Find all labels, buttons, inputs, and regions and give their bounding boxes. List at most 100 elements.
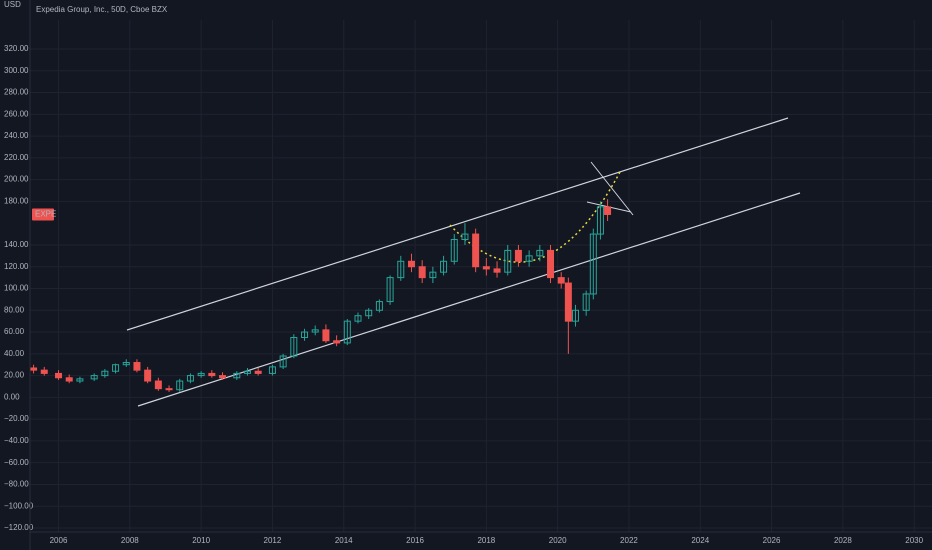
axes: 320.00 300.00 280.00 260.00 240.00 220.00 200.… (4, 0, 932, 550)
y-tick-label: −100.00 (4, 501, 34, 510)
candle-body (504, 249, 512, 273)
y-tick-label: 280.00 (4, 88, 29, 97)
x-tick-label: 2010 (192, 536, 210, 545)
candle-body (514, 249, 522, 262)
y-tick-label: 200.00 (4, 175, 29, 184)
x-tick-label: 2028 (834, 536, 852, 545)
grid (30, 20, 932, 532)
x-tick-label: 2006 (50, 536, 68, 545)
y-tick-label: 60.00 (4, 327, 25, 336)
candle-body (311, 329, 319, 333)
y-tick-label: −80.00 (4, 480, 29, 489)
candle-body (365, 309, 373, 317)
candle-body (268, 366, 276, 374)
candle-body (112, 364, 120, 372)
y-tick-label: 80.00 (4, 305, 25, 314)
candle-body (219, 375, 227, 379)
candle-body (582, 293, 590, 311)
y-tick-label: 0.00 (4, 392, 20, 401)
candle-body (154, 380, 162, 390)
y-tick-label: 100.00 (4, 284, 29, 293)
candle-body (122, 362, 130, 366)
candle-body (375, 301, 383, 311)
channel-upper (126, 117, 789, 331)
candle-body (547, 249, 555, 279)
y-tick-label: −120.00 (4, 523, 34, 532)
candle-body (461, 233, 469, 241)
candle-body (440, 260, 448, 273)
chart-title: Expedia Group, Inc., 50D, Cboe BZX (36, 5, 168, 14)
candle-body (243, 370, 251, 374)
candle-body (397, 260, 405, 279)
candle-body (76, 378, 84, 382)
candle-body (144, 369, 152, 382)
x-tick-label: 2026 (763, 536, 781, 545)
candle-body (571, 309, 579, 322)
candle-body (101, 370, 109, 377)
x-tick-label: 2008 (121, 536, 139, 545)
candle-body (536, 249, 544, 257)
candle-body (604, 206, 612, 215)
y-tick-label: 220.00 (4, 153, 29, 162)
y-tick-label: 40.00 (4, 349, 25, 358)
candle-body (208, 372, 216, 377)
x-tick-label: 2022 (620, 536, 638, 545)
x-tick-label: 2018 (477, 536, 495, 545)
candle-body (525, 255, 533, 262)
candle-body (322, 329, 330, 342)
candle-body (279, 355, 287, 368)
candle-body (90, 375, 98, 380)
x-tick-label: 2016 (406, 536, 424, 545)
candle-body (493, 268, 501, 273)
channel-lower (137, 192, 801, 407)
y-tick-label: 120.00 (4, 262, 29, 271)
axis-unit: USD (4, 0, 21, 9)
y-tick-label: −20.00 (4, 414, 29, 423)
y-tick-label: 20.00 (4, 371, 25, 380)
candle-body (596, 206, 604, 235)
candle-body (564, 282, 572, 322)
candle-body (55, 372, 63, 379)
y-tick-label: 240.00 (4, 131, 29, 140)
candle-body (30, 367, 38, 371)
symbol-tag (32, 208, 54, 221)
candle-body (429, 271, 437, 279)
y-tick-label: −40.00 (4, 436, 29, 445)
y-tick-label: 260.00 (4, 109, 29, 118)
y-tick-label: −60.00 (4, 458, 29, 467)
wedge-line (590, 161, 634, 216)
y-tick-label: 320.00 (4, 44, 29, 53)
candle-body (472, 233, 480, 268)
candle-body (165, 388, 173, 391)
y-tick-label: 140.00 (4, 240, 29, 249)
candle-body (301, 331, 309, 338)
candle-body (333, 340, 341, 344)
y-tick-label: 180.00 (4, 197, 29, 206)
x-tick-label: 2030 (905, 536, 923, 545)
candle-body (557, 277, 565, 284)
candle-body (290, 336, 298, 357)
x-tick-label: 2024 (691, 536, 709, 545)
candle-body (418, 266, 426, 279)
x-tick-label: 2014 (335, 536, 353, 545)
x-tick-label: 2012 (264, 536, 282, 545)
candle-body (407, 260, 415, 268)
x-tick-label: 2020 (549, 536, 567, 545)
candle-body (343, 320, 351, 344)
candle-body (589, 233, 597, 295)
candle-body (450, 239, 458, 262)
candle-body (386, 277, 394, 303)
candle-body (233, 372, 241, 379)
candle-body (40, 369, 48, 374)
candle-body (65, 377, 73, 382)
candle-body (197, 372, 205, 377)
candle-body (354, 315, 362, 322)
candles (30, 199, 612, 392)
symbol-label: EXPE (35, 210, 56, 219)
candle-body (254, 370, 262, 374)
y-tick-label: 300.00 (4, 66, 29, 75)
candle-body (186, 375, 194, 382)
